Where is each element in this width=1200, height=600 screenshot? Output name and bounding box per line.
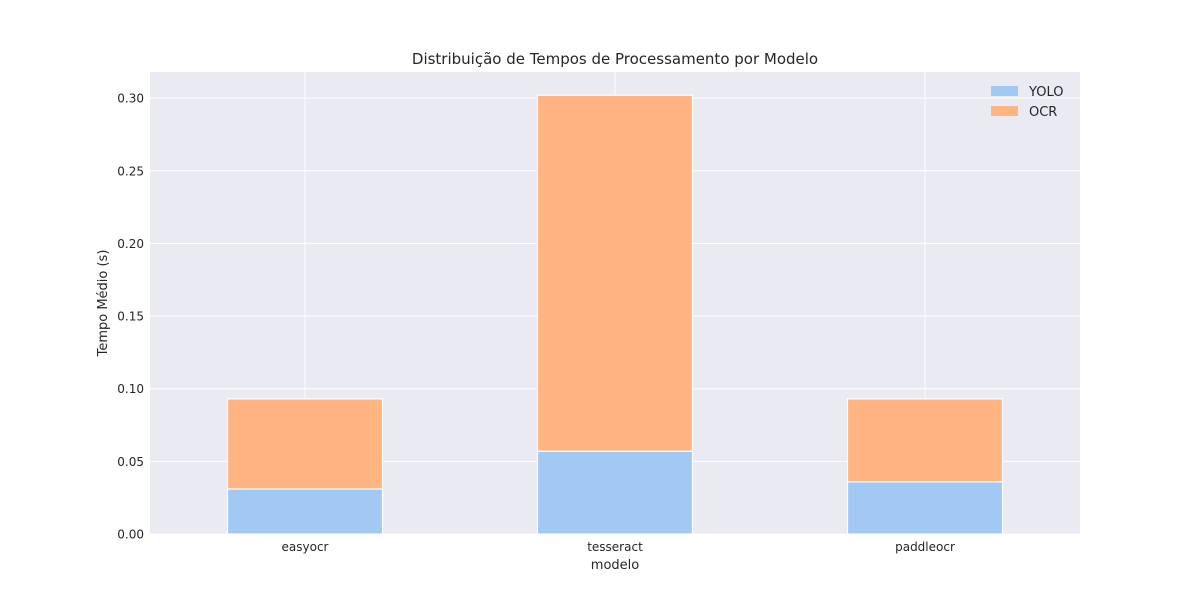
bar-ocr-paddleocr [846, 398, 1004, 483]
bar-yolo-easyocr [226, 488, 384, 535]
x-tick-label: easyocr [282, 540, 329, 554]
bar-yolo-tesseract [536, 450, 694, 535]
bar-ocr-tesseract [536, 94, 694, 452]
legend-label-ocr: OCR [1029, 105, 1057, 120]
x-axis-label: modelo [591, 558, 639, 573]
x-tick-label: tesseract [587, 540, 643, 554]
y-tick-label: 0.20 [117, 237, 144, 251]
legend-swatch-yolo [991, 86, 1018, 96]
legend-swatch-ocr [991, 106, 1018, 116]
bar-ocr-easyocr [226, 398, 384, 490]
x-axis-ticks: easyocr tesseract paddleocr [282, 540, 955, 554]
bar-yolo-paddleocr [846, 481, 1004, 535]
chart-title: Distribuição de Tempos de Processamento … [412, 50, 818, 68]
legend-label-yolo: YOLO [1028, 85, 1063, 100]
y-tick-label: 0.25 [117, 164, 144, 178]
y-tick-label: 0.00 [117, 528, 144, 542]
y-tick-label: 0.05 [117, 455, 144, 469]
y-tick-label: 0.30 [117, 92, 144, 106]
y-axis-ticks: 0.00 0.05 0.10 0.15 0.20 0.25 0.30 [117, 92, 144, 542]
x-tick-label: paddleocr [895, 540, 955, 554]
bars [226, 94, 1004, 535]
y-tick-label: 0.10 [117, 382, 144, 396]
y-tick-label: 0.15 [117, 310, 144, 324]
y-axis-label: Tempo Médio (s) [96, 250, 111, 358]
legend: YOLO OCR [991, 85, 1063, 120]
